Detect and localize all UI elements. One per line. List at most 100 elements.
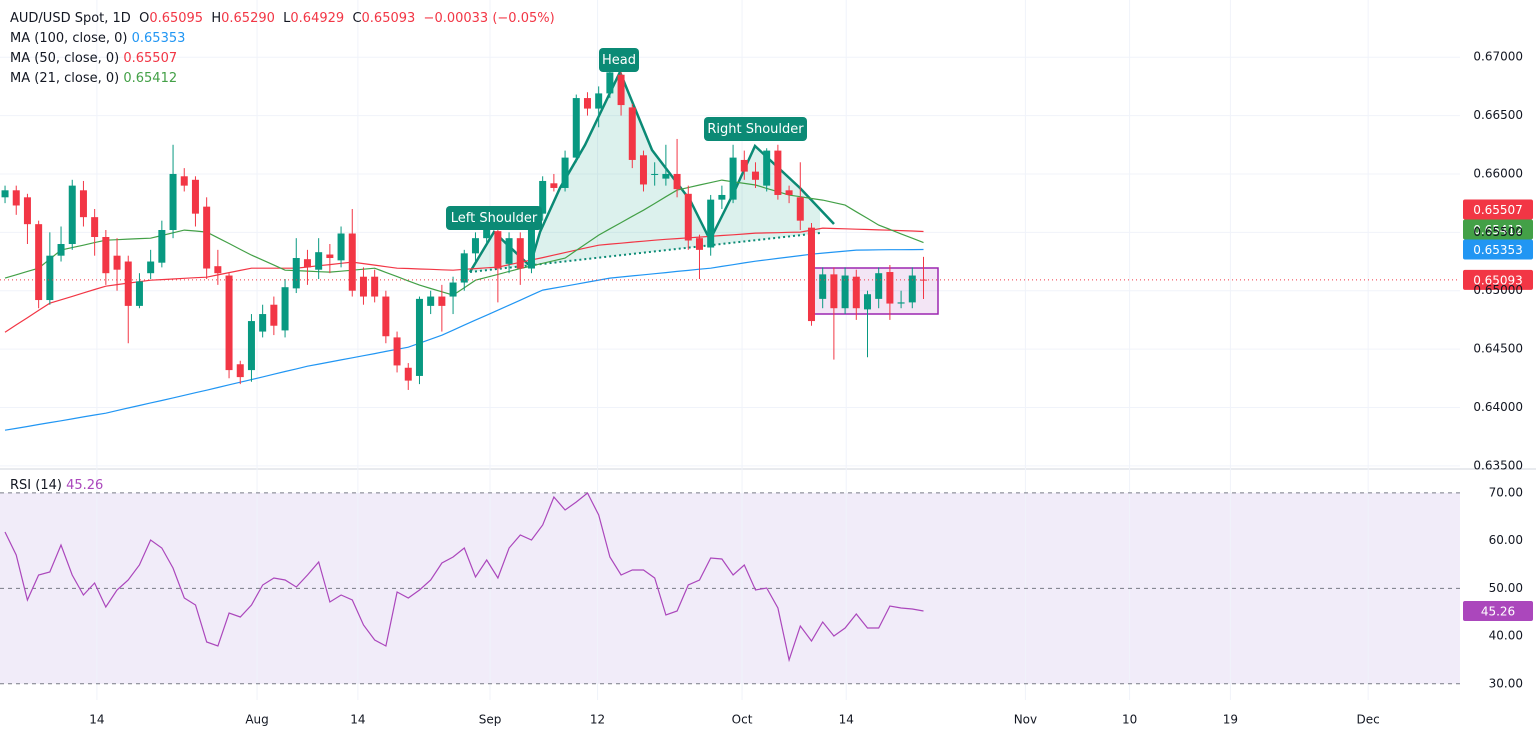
legend-value: 0.65507: [123, 51, 178, 66]
candle-body: [572, 98, 580, 158]
legend-value: 0.65412: [123, 71, 178, 86]
candle-body: [46, 255, 54, 301]
candle-body: [796, 197, 804, 221]
candle-body: [270, 304, 278, 326]
candle-body: [12, 190, 20, 206]
x-tick-label: 19: [1223, 713, 1238, 727]
ohlc-label: O: [139, 11, 150, 26]
candle-body: [886, 272, 894, 304]
candle-body: [35, 224, 43, 301]
candle-body: [583, 98, 591, 109]
y-tick-label: 0.64000: [1473, 400, 1523, 414]
candle-body: [718, 194, 726, 200]
x-tick-label: Nov: [1014, 713, 1037, 727]
candle-body: [617, 74, 625, 106]
candle-body: [214, 266, 222, 274]
candle-body: [259, 314, 267, 332]
candle-body: [169, 173, 177, 230]
annotation: Right Shoulder: [707, 122, 804, 137]
annotation-box: [599, 48, 639, 72]
candle-body: [852, 276, 860, 309]
candle-body: [315, 252, 323, 270]
grid: [0, 0, 1536, 700]
y-tick-label: 40.00: [1489, 629, 1523, 643]
annotation: Head: [602, 53, 636, 68]
legend-name: MA (21, close, 0): [10, 71, 120, 86]
candle-body: [292, 258, 300, 289]
candle-body: [707, 199, 715, 248]
legend: AUD/USD Spot, 1D O0.65095 H0.65290 L0.64…: [10, 9, 555, 89]
price-tag: [1463, 269, 1533, 290]
candle-body: [684, 193, 692, 241]
plot: [0, 66, 1460, 663]
candle-body: [471, 238, 479, 254]
candle-body: [561, 157, 569, 188]
price-tag-label: 0.65093: [1473, 273, 1523, 287]
ohlc-label: H: [211, 11, 222, 26]
annotations: Left Shoulder Head Right Shoulder: [446, 48, 807, 230]
y-tick-label: 30.00: [1489, 676, 1523, 690]
y-tick-label: 60.00: [1489, 533, 1523, 547]
candle-body: [539, 180, 547, 214]
y-tick-label: 0.66000: [1473, 166, 1523, 180]
change: −0.00033 (−0.05%): [423, 11, 555, 26]
price-tags: 0.65353 0.65507 0.65412 0.65093 45.26: [1463, 199, 1533, 621]
x-tick-label: Aug: [245, 713, 268, 727]
candle-body: [729, 157, 737, 200]
candle-body: [908, 275, 916, 303]
candle-body: [281, 287, 289, 331]
candle-body: [863, 294, 871, 310]
candle-body: [875, 273, 883, 299]
rsi-tag-label: 45.26: [1481, 604, 1515, 618]
ohlc-value: 0.64929: [290, 11, 345, 26]
candle-body: [606, 72, 614, 94]
candle-body: [751, 171, 759, 180]
candle-body: [662, 173, 670, 179]
candle-body: [651, 173, 659, 175]
candle-body: [158, 229, 166, 263]
candle-body: [180, 176, 188, 186]
annotation-box: [704, 117, 807, 141]
candle-body: [460, 253, 468, 283]
candle-body: [1, 190, 9, 198]
annotation: Left Shoulder: [451, 211, 538, 226]
candle-body: [494, 231, 502, 269]
candle-body: [841, 275, 849, 309]
candle-body: [102, 237, 110, 274]
candle-body: [807, 227, 815, 322]
symbol: AUD/USD Spot, 1D: [10, 11, 131, 26]
candle-body: [135, 281, 143, 306]
candle-body: [919, 279, 927, 281]
candle-body: [247, 321, 255, 371]
price-tag: [1463, 219, 1533, 240]
ohlc-value: 0.65290: [221, 11, 275, 26]
price-tag: [1463, 239, 1533, 260]
candle-body: [225, 275, 233, 371]
candle-body: [337, 233, 345, 261]
y-tick-label: 50.00: [1489, 581, 1523, 595]
x-tick-label: Sep: [479, 713, 502, 727]
candle-body: [57, 244, 65, 256]
candle-body: [505, 238, 513, 264]
candle-body: [695, 238, 703, 250]
x-tick-label: 14: [89, 713, 104, 727]
annotation-box: [446, 206, 542, 230]
candle-body: [326, 254, 334, 259]
candle-body: [628, 107, 636, 160]
x-tick-label: Dec: [1357, 713, 1380, 727]
x-tick-label: 12: [590, 713, 605, 727]
legend-name: RSI (14): [10, 478, 62, 493]
candle-body: [415, 298, 423, 376]
candle-body: [191, 179, 199, 214]
candle-body: [404, 367, 412, 381]
candle-body: [68, 185, 76, 245]
candle-body: [774, 150, 782, 195]
y-tick-label: 0.63500: [1473, 458, 1523, 472]
y-tick-label: 0.64500: [1473, 342, 1523, 356]
moving-average: [4, 248, 924, 431]
legend-name: MA (100, close, 0): [10, 31, 128, 46]
price-tag-label: 0.65353: [1473, 243, 1523, 257]
candle-body: [516, 238, 524, 269]
candle-body: [359, 276, 367, 297]
